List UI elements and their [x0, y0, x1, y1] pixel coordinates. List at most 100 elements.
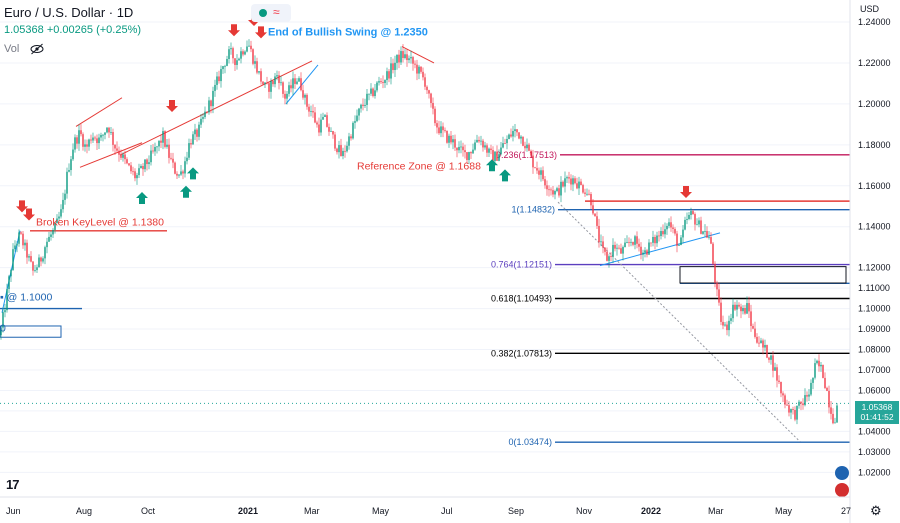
candle-body: [758, 342, 760, 344]
candle-body: [30, 256, 32, 262]
chart-annotation: Reference Zone @ 1.1688: [357, 160, 481, 172]
candle-body: [102, 134, 104, 136]
candle-body: [266, 82, 268, 84]
candle-body: [226, 59, 228, 66]
candle-body: [618, 247, 620, 249]
candle-body: [588, 193, 590, 195]
candle-body: [712, 243, 714, 264]
key-level-box: [0, 325, 62, 338]
candle-body: [724, 324, 726, 326]
candle-body: [572, 178, 574, 185]
candle-body: [338, 145, 340, 153]
candle-body: [282, 82, 284, 94]
candle-body: [298, 78, 300, 82]
trendline: [119, 60, 313, 156]
currency-label[interactable]: USD: [860, 4, 880, 14]
candle-body: [182, 171, 184, 174]
candle-body: [56, 218, 58, 224]
gear-icon[interactable]: ⚙: [870, 503, 882, 518]
candle-body: [394, 62, 396, 71]
candle-body: [354, 121, 356, 123]
candle-body: [92, 137, 94, 141]
trendline: [557, 201, 801, 442]
candle-body: [206, 111, 208, 113]
candle-body: [448, 135, 450, 143]
candle-body: [662, 231, 664, 235]
candle-body: [66, 171, 68, 194]
candle-body: [184, 161, 186, 174]
up-arrow-icon: [499, 169, 511, 182]
candle-body: [598, 225, 600, 243]
down-arrow-icon: [166, 100, 178, 113]
candle-body: [146, 159, 148, 165]
last-price-tag: 1.05368 01:41:52: [855, 401, 899, 424]
candle-body: [494, 151, 496, 161]
candle-body: [634, 236, 636, 245]
candle-body: [434, 108, 436, 124]
candle-body: [300, 78, 302, 91]
candle-body: [108, 127, 110, 133]
candle-body: [200, 118, 202, 125]
candle-body: [500, 147, 502, 155]
candle-body: [734, 304, 736, 310]
candle-body: [142, 166, 144, 170]
candle-body: [388, 71, 390, 79]
trendline: [75, 97, 123, 127]
candle-body: [98, 137, 100, 144]
candle-body: [708, 237, 710, 238]
candle-body: [138, 168, 140, 176]
indicator-badge[interactable]: ≈: [251, 4, 291, 22]
trendline: [79, 142, 143, 168]
y-tick-label: 1.07000: [858, 365, 891, 375]
candle-body: [28, 256, 30, 258]
candle-body: [410, 57, 412, 59]
candle-body: [822, 364, 824, 378]
candle-body: [82, 134, 84, 147]
candle-body: [522, 136, 524, 146]
candle-body: [374, 90, 376, 97]
candle-body: [54, 223, 56, 230]
candle-body: [244, 51, 246, 55]
candle-body: [636, 236, 638, 244]
candle-body: [34, 270, 36, 271]
candle-body: [578, 181, 580, 189]
candle-body: [18, 232, 20, 244]
candle-body: [464, 150, 466, 153]
tradingview-logo[interactable]: 17: [6, 477, 20, 492]
candle-body: [128, 163, 130, 166]
candle-body: [254, 61, 256, 64]
candle-body: [532, 155, 534, 168]
candle-body: [754, 328, 756, 337]
candle-body: [62, 199, 64, 210]
candle-body: [692, 211, 694, 215]
candle-body: [820, 364, 822, 367]
candle-body: [564, 178, 566, 187]
candle-body: [402, 51, 404, 58]
candle-body: [770, 355, 772, 360]
candle-body: [218, 76, 220, 82]
candle-body: [642, 252, 644, 255]
candle-body: [168, 144, 170, 158]
candle-body: [382, 82, 384, 83]
candle-body: [596, 216, 598, 226]
candle-body: [220, 69, 222, 82]
candle-body: [736, 304, 738, 310]
candle-body: [6, 289, 8, 311]
candle-body: [48, 236, 50, 242]
candle-body: [568, 177, 570, 179]
candle-body: [306, 94, 308, 107]
bar-countdown: 01:41:52: [860, 412, 894, 422]
candle-body: [760, 340, 762, 344]
candle-body: [26, 242, 28, 258]
candle-body: [278, 75, 280, 84]
candle-body: [722, 321, 724, 326]
candle-body: [686, 218, 688, 220]
eye-off-icon[interactable]: [30, 42, 44, 60]
candle-body: [370, 88, 372, 94]
candle-body: [488, 148, 490, 153]
candle-body: [198, 124, 200, 137]
candle-body: [174, 162, 176, 174]
candle-body: [750, 311, 752, 327]
